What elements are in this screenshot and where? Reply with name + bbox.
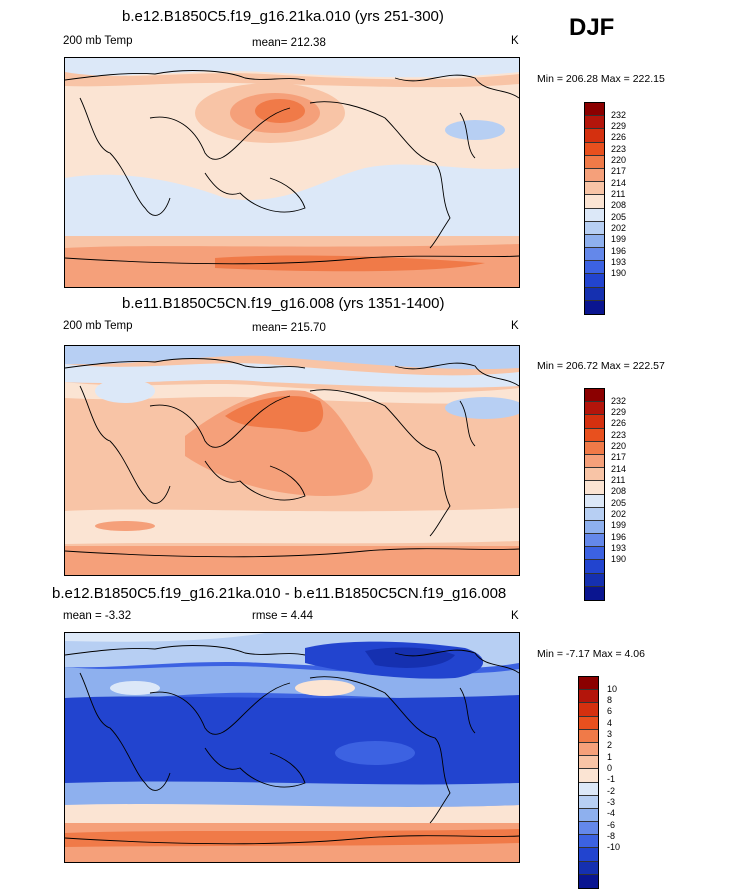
panel2-mean-label: mean= 215.70 [252, 322, 326, 334]
cb3-label: 8 [607, 695, 613, 705]
cb2-label: 220 [611, 441, 627, 451]
cb2-label: 202 [611, 509, 627, 519]
cb1-label: 229 [611, 121, 627, 131]
cb2-label: 205 [611, 498, 627, 508]
cb3-label: 2 [607, 740, 613, 750]
cb2-label: 229 [611, 407, 627, 417]
cb1-label: 223 [611, 144, 627, 154]
cb1-label: 202 [611, 223, 627, 233]
cb2-label: 214 [611, 464, 627, 474]
cb3-label: -4 [607, 808, 616, 818]
panel3-title: b.e12.B1850C5.f19_g16.21ka.010 - b.e11.B… [52, 585, 507, 602]
cb2-label: 217 [611, 452, 627, 462]
panel1-mean-label: mean= 212.38 [252, 37, 326, 49]
cb2-label: 199 [611, 520, 627, 530]
cb3-label: 6 [607, 706, 613, 716]
panel1-units: K [511, 35, 519, 47]
cb3-label: 3 [607, 729, 613, 739]
cb2-label: 232 [611, 396, 627, 406]
cb3-label: -1 [607, 774, 616, 784]
panel2-units: K [511, 320, 519, 332]
panel3-units: K [511, 610, 519, 622]
panel3-mean-label: mean = -3.32 [63, 610, 132, 622]
panel2-title: b.e11.B1850C5CN.f19_g16.008 (yrs 1351-14… [122, 295, 445, 312]
panel1-map [64, 57, 520, 288]
cb1-label: 196 [611, 246, 627, 256]
cb3-label: 4 [607, 718, 613, 728]
cb3-label: 0 [607, 763, 613, 773]
panel2-colorbar [584, 388, 605, 601]
panel1-title: b.e12.B1850C5.f19_g16.21ka.010 (yrs 251-… [122, 8, 444, 25]
cb3-label: -2 [607, 786, 616, 796]
cb1-label: 232 [611, 110, 627, 120]
panel3-colorbar [578, 676, 599, 889]
season-label: DJF [569, 14, 615, 41]
cb3-label: -3 [607, 797, 616, 807]
cb1-label: 199 [611, 234, 627, 244]
cb3-label: -8 [607, 831, 616, 841]
cb1-label: 220 [611, 155, 627, 165]
panel1-variable-label: 200 mb Temp [63, 35, 133, 47]
cb2-label: 223 [611, 430, 627, 440]
panel3-rmse-label: rmse = 4.44 [252, 610, 314, 622]
panel2-minmax: Min = 206.72 Max = 222.57 [537, 360, 665, 372]
cb1-label: 211 [611, 189, 626, 199]
panel1-minmax: Min = 206.28 Max = 222.15 [537, 73, 665, 85]
cb3-label: 10 [607, 684, 618, 694]
cb1-label: 205 [611, 212, 627, 222]
panel2-variable-label: 200 mb Temp [63, 320, 133, 332]
cb2-label: 226 [611, 418, 627, 428]
cb3-label: -10 [607, 842, 621, 852]
cb2-label: 208 [611, 486, 627, 496]
cb1-label: 208 [611, 200, 627, 210]
cb2-label: 211 [611, 475, 626, 485]
cb1-label: 193 [611, 257, 627, 267]
panel3-map [64, 632, 520, 863]
cb2-label: 190 [611, 554, 627, 564]
cb2-label: 196 [611, 532, 627, 542]
cb1-label: 217 [611, 166, 627, 176]
panel1-colorbar [584, 102, 605, 315]
cb2-label: 193 [611, 543, 627, 553]
cb3-label: 1 [607, 752, 613, 762]
panel2-map [64, 345, 520, 576]
cb1-label: 214 [611, 178, 627, 188]
cb3-label: -6 [607, 820, 616, 830]
cb1-label: 190 [611, 268, 627, 278]
panel3-minmax: Min = -7.17 Max = 4.06 [537, 648, 645, 660]
cb1-label: 226 [611, 132, 627, 142]
